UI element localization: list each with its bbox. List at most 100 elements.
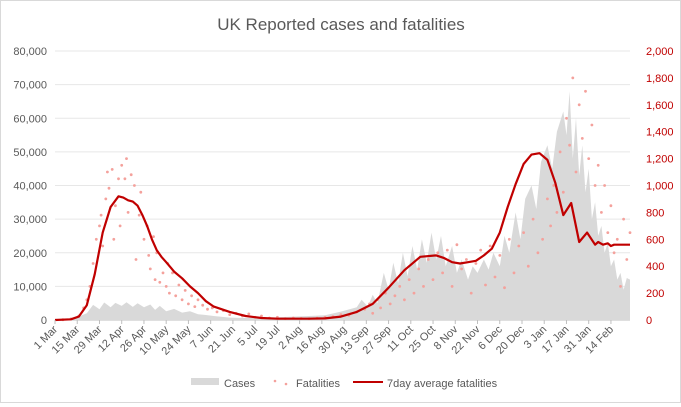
average-line-layer	[54, 152, 630, 322]
y-axis-left: 0 10,000 20,000 30,000 40,000 50,000 60,000 70,…	[13, 46, 47, 327]
fatality-point	[180, 298, 184, 302]
fatality-point	[498, 254, 502, 257]
average-fatalities-line	[54, 152, 630, 322]
fatality-point	[596, 163, 600, 167]
legend-cases-label: Cases	[224, 378, 256, 390]
fatality-point	[106, 170, 109, 174]
fatality-point	[142, 237, 146, 241]
cases-area	[55, 91, 630, 320]
fatality-point	[628, 231, 632, 235]
fatality-point	[164, 285, 168, 288]
fatality-point	[118, 224, 122, 228]
fatality-point	[555, 211, 559, 214]
y-right-tick-label: 200	[646, 288, 664, 300]
x-tick-label: 19 Jul	[253, 324, 282, 353]
fatality-point	[91, 262, 95, 265]
fatality-point	[603, 184, 606, 187]
fatality-point	[568, 143, 571, 147]
fatality-point	[407, 278, 411, 281]
y-left-tick-label: 60,000	[13, 113, 47, 125]
fatality-point	[133, 184, 136, 187]
fatality-point	[98, 224, 101, 228]
fatality-point	[161, 271, 165, 275]
fatality-point	[436, 251, 440, 255]
fatality-point	[183, 289, 187, 292]
y-left-tick-label: 40,000	[13, 181, 47, 193]
fatality-point	[215, 310, 219, 314]
y-right-tick-label: 1,200	[646, 154, 674, 166]
fatality-point	[465, 258, 468, 261]
fatality-point	[153, 278, 157, 281]
fatality-point	[584, 89, 587, 93]
fatality-point	[403, 298, 406, 302]
fatality-point	[580, 137, 584, 140]
fatality-point	[112, 237, 116, 241]
fatality-point	[107, 186, 111, 190]
fatality-point	[94, 237, 98, 241]
fatality-point	[114, 204, 117, 208]
fatality-point	[117, 177, 120, 181]
fatality-point	[120, 163, 124, 167]
fatality-point	[371, 311, 375, 315]
legend-fatalities-marker	[273, 379, 277, 383]
fatality-point	[168, 291, 171, 295]
fatality-point	[552, 184, 556, 187]
legend-cases-swatch	[191, 378, 219, 385]
fatality-point	[526, 264, 530, 268]
fatality-point	[174, 294, 178, 298]
fatality-point	[587, 157, 591, 161]
y-left-tick-label: 10,000	[13, 281, 47, 293]
legend: Cases Fatalities 7day average fatalities	[191, 378, 498, 390]
fatality-point	[398, 285, 402, 288]
fatality-point	[101, 244, 105, 248]
fatality-point	[417, 267, 421, 271]
fatality-point	[123, 177, 127, 181]
fatality-point	[574, 170, 578, 174]
fatality-point	[260, 314, 263, 318]
fatality-point	[531, 217, 535, 221]
fatality-point	[147, 254, 151, 257]
fatality-point	[228, 313, 232, 316]
y-left-tick-label: 30,000	[13, 214, 47, 226]
y-right-tick-label: 1,600	[646, 100, 674, 112]
fatality-point	[388, 302, 392, 306]
fatality-point	[431, 278, 435, 281]
fatality-point	[148, 267, 152, 271]
fatality-point	[393, 294, 397, 298]
fatality-point	[196, 298, 200, 302]
fatality-point	[577, 103, 581, 107]
y-right-tick-label: 2,000	[646, 46, 674, 58]
fatality-point	[593, 184, 597, 187]
fatality-point	[484, 283, 487, 287]
fatality-point	[512, 271, 516, 275]
fatality-point	[412, 291, 416, 295]
fatality-point	[137, 213, 141, 217]
fatality-point	[193, 305, 197, 308]
fatality-point	[426, 258, 430, 261]
fatality-point	[134, 258, 138, 261]
fatality-point	[460, 267, 463, 271]
fatality-point	[507, 237, 511, 241]
y-right-tick-label: 1,800	[646, 73, 674, 85]
fatality-point	[606, 231, 610, 235]
fatality-point	[187, 302, 190, 306]
legend-fatalities-label: Fatalities	[296, 378, 341, 390]
fatality-point	[455, 243, 459, 247]
fatality-point	[379, 306, 382, 310]
fatality-point	[558, 150, 562, 154]
fatality-point	[612, 251, 616, 255]
fatality-point	[615, 237, 619, 241]
fatality-point	[625, 258, 629, 261]
fatality-point	[441, 271, 444, 275]
fatality-point	[247, 312, 251, 316]
fatality-point	[479, 248, 483, 252]
fatality-point	[600, 211, 603, 214]
gridlines	[55, 50, 630, 321]
fatality-point	[503, 286, 506, 290]
legend-fatalities-marker	[284, 382, 288, 386]
fatality-point	[517, 244, 521, 248]
fatality-point	[125, 157, 128, 161]
y-left-tick-label: 50,000	[13, 147, 47, 159]
